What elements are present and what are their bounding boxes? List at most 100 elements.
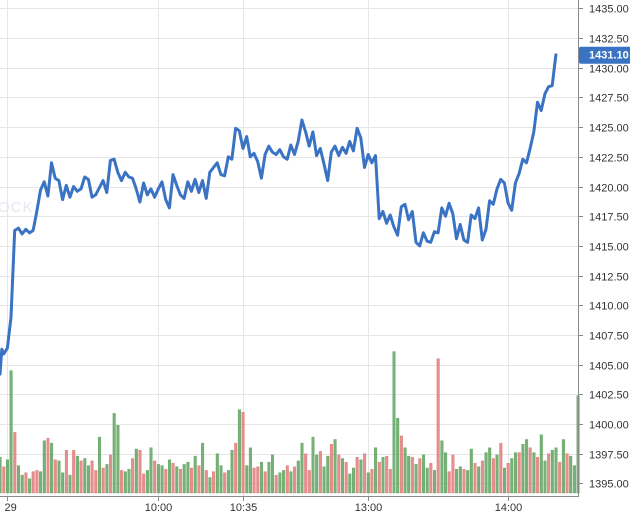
- volume-bar: [175, 466, 179, 494]
- volume-bar: [53, 459, 57, 494]
- volume-bar: [75, 455, 79, 494]
- volume-bar: [307, 470, 311, 494]
- volume-bar: [285, 465, 289, 494]
- volume-bar: [433, 470, 437, 494]
- volume-bar: [462, 469, 466, 494]
- volume-bar: [315, 454, 319, 494]
- y-tick-label: 1397.50: [589, 450, 629, 462]
- volume-bar: [219, 465, 223, 494]
- volume-bar: [79, 460, 83, 494]
- volume-bar: [388, 469, 392, 494]
- volume-bar: [274, 474, 278, 494]
- volume-bar: [429, 463, 433, 494]
- volume-bar: [352, 467, 356, 494]
- volume-bar: [90, 460, 94, 494]
- volume-bar: [329, 444, 333, 494]
- volume-bar: [341, 458, 345, 494]
- volume-bar: [326, 455, 330, 494]
- volume-bar: [318, 451, 322, 494]
- volume-bar: [5, 459, 9, 494]
- volume-bar: [363, 453, 367, 494]
- volume-bar: [300, 442, 304, 494]
- volume-bar: [488, 447, 492, 494]
- volume-bar: [112, 413, 116, 494]
- volume-bar: [477, 466, 481, 494]
- volume-bar: [543, 460, 547, 494]
- volume-bar: [539, 434, 543, 494]
- volume-bar: [344, 461, 348, 494]
- volume-bar: [189, 467, 193, 494]
- volume-bar: [156, 464, 160, 494]
- volume-bar: [444, 452, 448, 494]
- y-tick-label: 1427.50: [589, 93, 629, 105]
- volume-bar: [17, 465, 21, 494]
- volume-bar: [201, 442, 205, 494]
- volume-bar: [252, 467, 256, 494]
- volume-bar: [293, 466, 297, 494]
- volume-bar: [422, 454, 426, 494]
- volume-bar: [503, 467, 507, 494]
- volume-bar: [392, 351, 396, 494]
- volume-bar: [289, 471, 293, 494]
- volume-bar: [160, 465, 164, 494]
- volume-bar: [248, 447, 252, 494]
- volume-bar: [506, 463, 510, 494]
- volume-bar: [142, 473, 146, 494]
- y-tick-label: 1402.50: [589, 390, 629, 402]
- volume-bar: [451, 454, 455, 494]
- volume-bar: [164, 469, 168, 494]
- volume-bar: [377, 461, 381, 494]
- volume-bar: [149, 447, 153, 494]
- y-tick-label: 1435.00: [589, 4, 629, 16]
- volume-bar: [241, 412, 245, 494]
- volume-bar: [256, 466, 260, 494]
- volume-bar: [134, 448, 138, 494]
- volume-bar: [234, 442, 238, 494]
- grid: [0, 0, 578, 496]
- x-tick-label: 10:00: [145, 502, 173, 514]
- volume-bar: [182, 464, 186, 494]
- volume-bar: [528, 447, 532, 494]
- volume-bar: [455, 469, 459, 494]
- volume-bar: [39, 471, 43, 494]
- volume-bar: [178, 469, 182, 494]
- y-tick-label: 1415.00: [589, 242, 629, 254]
- volume-bar: [337, 454, 341, 494]
- x-tick-label: 10:35: [230, 502, 258, 514]
- volume-bar: [50, 442, 54, 494]
- volume-bar: [0, 457, 2, 494]
- volume-bar: [215, 453, 219, 494]
- volume-bar: [569, 455, 573, 494]
- volume-bar: [495, 454, 499, 494]
- volume-bar: [2, 466, 6, 494]
- volume-bar: [31, 471, 35, 494]
- volume-bar: [440, 440, 444, 494]
- y-tick-label: 1405.00: [589, 361, 629, 373]
- volume-bar: [466, 470, 470, 494]
- y-axis: 1435.00 1432.50 1430.00 1427.50 1425.00 1422.…: [578, 4, 629, 491]
- volume-bar: [304, 453, 308, 494]
- volume-bar: [296, 460, 300, 494]
- volume-bar: [311, 436, 315, 494]
- volume-bar: [131, 458, 135, 494]
- volume-bar: [116, 425, 120, 494]
- y-tick-label: 1400.00: [589, 420, 629, 432]
- volume-bar: [484, 452, 488, 494]
- volume-bar: [396, 417, 400, 494]
- last-price-label: 1431.10: [579, 46, 630, 64]
- volume-bar: [42, 440, 46, 494]
- volume-bar: [64, 450, 68, 494]
- volume-bar: [514, 452, 518, 494]
- volume-bar: [403, 447, 407, 494]
- volume-bar: [436, 358, 440, 494]
- watermark: OCK: [0, 199, 34, 216]
- volume-bar: [414, 464, 418, 494]
- volume-bar: [245, 465, 249, 494]
- x-tick-label: 29: [5, 502, 17, 514]
- volume-bar: [561, 439, 565, 494]
- volume-bar: [499, 442, 503, 494]
- volume-bar: [525, 439, 529, 494]
- volume-bar: [491, 458, 495, 494]
- volume-bar: [267, 461, 271, 494]
- volume-bar: [167, 459, 171, 494]
